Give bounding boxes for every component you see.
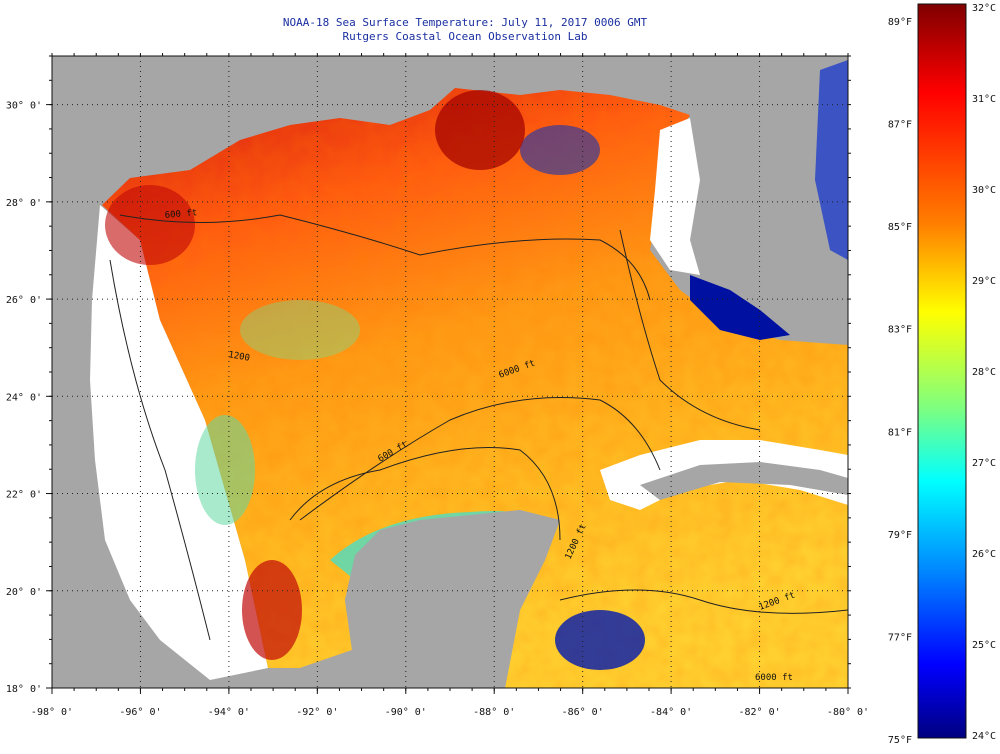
colorbar-celsius-label: 25°C xyxy=(972,640,996,651)
colorbar-celsius-label: 26°C xyxy=(972,549,996,560)
lat-tick-label: 24° 0' xyxy=(6,392,42,403)
warm-patch xyxy=(242,560,302,660)
lat-tick-label: 20° 0' xyxy=(6,587,42,598)
no-data-region-west xyxy=(90,205,268,680)
lon-tick-label: -92° 0' xyxy=(296,707,338,718)
warm-patch xyxy=(105,185,195,265)
contour-caribbean xyxy=(559,589,849,614)
lon-tick-label: -90° 0' xyxy=(385,707,427,718)
lat-tick-label: 22° 0' xyxy=(6,490,42,501)
colorbar-fahrenheit-label: 75°F xyxy=(888,735,912,746)
colorbar-celsius-label: 31°C xyxy=(972,94,996,105)
lon-tick-label: -80° 0' xyxy=(827,707,869,718)
lon-tick-label: -88° 0' xyxy=(473,707,515,718)
no-data-florida-shelf xyxy=(650,118,700,275)
colorbar-celsius-label: 30°C xyxy=(972,185,996,196)
colorbar-fahrenheit-label: 81°F xyxy=(888,427,912,438)
colorbar-celsius-label: 28°C xyxy=(972,367,996,378)
colorbar xyxy=(917,3,967,739)
colorbar-fahrenheit-label: 87°F xyxy=(888,120,912,131)
contour-label: 1200 xyxy=(227,350,250,364)
lon-tick-label: -84° 0' xyxy=(650,707,692,718)
colorbar-celsius-label: 32°C xyxy=(972,3,996,14)
colorbar-fahrenheit-label: 85°F xyxy=(888,222,912,233)
map-subtitle: Rutgers Coastal Ocean Observation Lab xyxy=(342,30,588,43)
warm-patch xyxy=(435,90,525,170)
map-title: NOAA-18 Sea Surface Temperature: July 11… xyxy=(282,16,648,29)
cool-patch xyxy=(520,125,600,175)
sst-texture xyxy=(102,88,848,688)
lat-tick-label: 30° 0' xyxy=(6,101,42,112)
colorbar-fahrenheit-label: 77°F xyxy=(888,632,912,643)
lon-tick-label: -96° 0' xyxy=(119,707,161,718)
colorbar-celsius-label: 29°C xyxy=(972,276,996,287)
map-frame xyxy=(51,55,849,689)
contour-1200 xyxy=(109,259,211,641)
colorbar-fahrenheit-label: 89°F xyxy=(888,17,912,28)
lat-tick-label: 26° 0' xyxy=(6,295,42,306)
lat-tick-label: 18° 0' xyxy=(6,684,42,695)
cool-shelf-florida xyxy=(690,275,790,340)
colorbar-celsius-label: 24°C xyxy=(972,731,996,742)
lat-tick-label: 28° 0' xyxy=(6,198,42,209)
contour-label: 6000 ft xyxy=(755,673,793,683)
contour-600ft xyxy=(119,214,651,301)
cool-east-florida xyxy=(815,60,848,260)
lon-tick-label: -86° 0' xyxy=(562,707,604,718)
cool-patch xyxy=(195,415,255,525)
cool-patch xyxy=(555,610,645,670)
land-yucatan xyxy=(300,510,560,688)
cool-patch xyxy=(240,300,360,360)
colorbar-celsius-label: 27°C xyxy=(972,458,996,469)
land-cuba-core xyxy=(640,462,848,500)
colorbar-fahrenheit-label: 79°F xyxy=(888,530,912,541)
contour-east xyxy=(619,229,761,431)
land-florida xyxy=(680,56,848,340)
contour-1200ft-shelf xyxy=(289,447,561,541)
colorbar-fahrenheit-label: 83°F xyxy=(888,325,912,336)
contour-6000ft xyxy=(299,397,661,521)
lon-tick-label: -98° 0' xyxy=(31,707,73,718)
lon-tick-label: -94° 0' xyxy=(208,707,250,718)
lon-tick-label: -82° 0' xyxy=(738,707,780,718)
contour-label: 600 ft xyxy=(164,208,197,221)
